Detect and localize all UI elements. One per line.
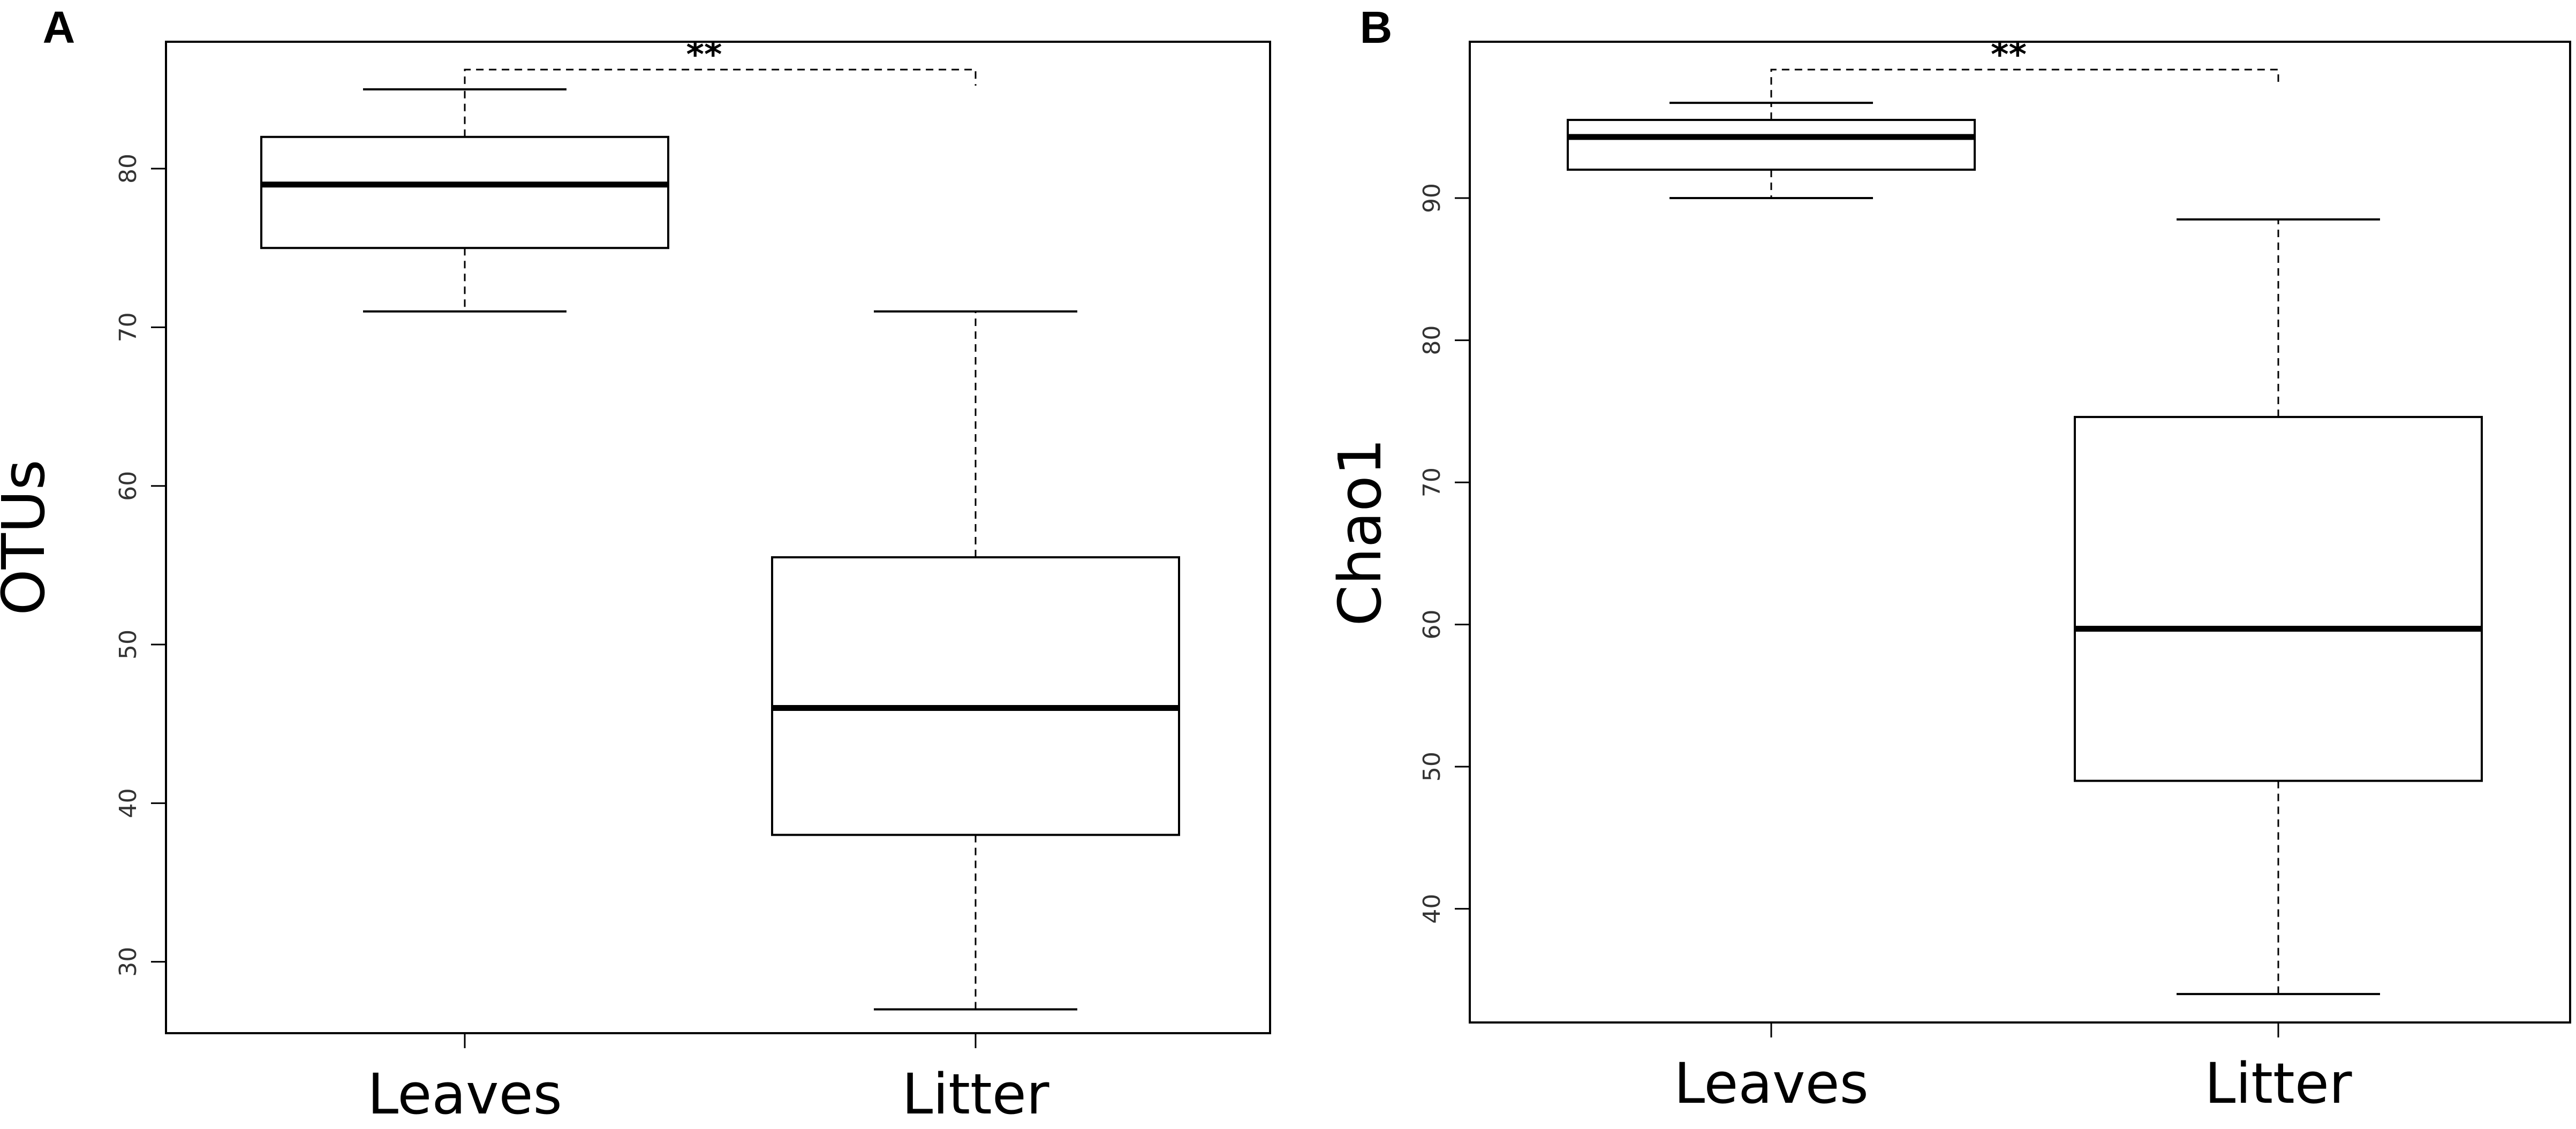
iqr-box (1567, 119, 1976, 171)
significance-bracket (1770, 69, 2279, 98)
x-category-label: Litter (902, 1062, 1049, 1127)
y-tick-label: 90 (1418, 183, 1446, 213)
x-category-label: Leaves (367, 1062, 562, 1127)
boxplot-litter (771, 310, 1180, 1011)
y-tick-label: 70 (1418, 467, 1446, 497)
y-tick-label: 80 (1418, 325, 1446, 355)
y-tick-label: 30 (115, 947, 142, 977)
boxplot-leaves (1567, 102, 1976, 200)
plot-frame (165, 41, 1271, 1034)
significance-label: ** (686, 35, 722, 75)
y-tick-label: 40 (1418, 894, 1446, 924)
iqr-box (2074, 415, 2483, 782)
significance-bracket (464, 69, 977, 86)
y-tick-label: 70 (115, 312, 142, 342)
panel-letter: B (1360, 2, 1393, 52)
boxplot-litter (2074, 218, 2483, 995)
boxplot-leaves (260, 88, 669, 313)
y-tick-label: 40 (115, 788, 142, 818)
iqr-box (260, 135, 669, 249)
y-tick-label: 50 (115, 630, 142, 660)
y-tick-label: 60 (1418, 610, 1446, 640)
y-tick-label: 50 (1418, 752, 1446, 782)
x-category-label: Leaves (1674, 1051, 1869, 1116)
panel-letter: A (43, 2, 75, 52)
y-tick-label: 80 (115, 154, 142, 184)
panel-a: A OTUs 30 40 50 60 70 80 Leaves Litter ** (0, 2, 1271, 1127)
x-category-label: Litter (2204, 1051, 2352, 1116)
y-tick-label: 60 (115, 471, 142, 501)
plot-frame (1469, 41, 2571, 1024)
panel-b: B Chao1 40 50 60 70 80 90 Leaves Litter ** (1326, 2, 2571, 1116)
significance-label: ** (1991, 35, 2027, 75)
y-axis-title: OTUs (0, 459, 58, 616)
iqr-box (771, 556, 1180, 836)
y-axis-title: Chao1 (1326, 438, 1394, 626)
